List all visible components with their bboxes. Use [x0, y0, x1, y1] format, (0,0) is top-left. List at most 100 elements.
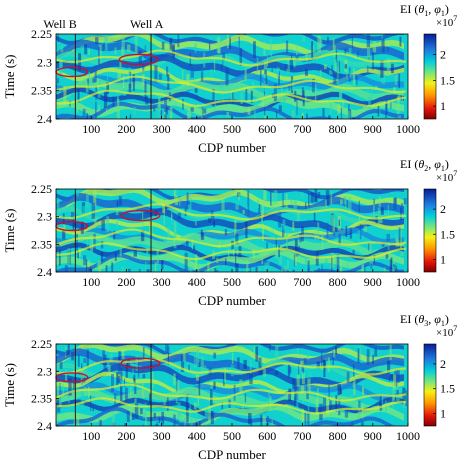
seismic-streak: [103, 91, 108, 108]
seismic-streak: [249, 369, 253, 385]
seismic-streak: [179, 413, 183, 423]
seismic-streak: [216, 257, 219, 263]
seismic-streak: [275, 244, 279, 259]
seismic-streak: [144, 81, 147, 100]
seismic-streak: [161, 260, 164, 270]
seismic-streak: [153, 105, 156, 112]
seismic-streak: [285, 193, 288, 209]
x-tick-label: 200: [117, 429, 135, 443]
seismic-streak: [262, 416, 266, 423]
colorbar-title-part: ): [445, 312, 449, 326]
seismic-streak: [186, 192, 189, 210]
seismic-band: [56, 348, 404, 376]
seismic-streak: [128, 268, 131, 272]
seismic-streak: [142, 381, 144, 399]
seismic-streak: [145, 96, 149, 105]
seismic-streak: [103, 354, 107, 366]
seismic-streak: [226, 111, 230, 117]
seismic-streak: [260, 414, 263, 426]
seismic-streak: [227, 248, 230, 262]
seismic-streak: [259, 69, 262, 87]
seismic-streak: [352, 382, 354, 387]
seismic-image: [56, 34, 408, 119]
seismic-streak: [304, 69, 308, 76]
seismic-band: [56, 397, 404, 418]
seismic-streak: [161, 411, 165, 425]
well-label: Well A: [130, 17, 164, 31]
seismic-streak: [348, 197, 352, 215]
seismic-streak: [162, 204, 166, 214]
seismic-streak: [333, 231, 336, 237]
reflector-highlight: [56, 397, 407, 415]
seismic-streak: [347, 111, 351, 119]
seismic-band: [56, 253, 404, 272]
seismic-streak: [88, 267, 92, 272]
seismic-streak: [114, 252, 117, 261]
seismic-streak: [325, 199, 327, 210]
seismic-streak: [238, 193, 240, 201]
seismic-streak: [283, 92, 286, 106]
seismic-streak: [121, 46, 124, 61]
seismic-streak: [175, 195, 179, 206]
reflector-highlight: [56, 242, 407, 261]
seismic-streak: [296, 98, 298, 116]
seismic-streak: [86, 349, 89, 368]
seismic-streak: [257, 267, 260, 272]
seismic-streak: [247, 106, 251, 115]
seismic-streak: [194, 88, 198, 93]
seismic-streak: [400, 251, 404, 256]
seismic-streak: [76, 233, 78, 251]
panel-1: Well B Well A 100 200 300 400 500 600 700 800 900 1…: [2, 2, 457, 155]
y-axis-label: Time (s): [2, 209, 17, 253]
colorbar-tick-label: 1.5: [440, 73, 455, 87]
reflector-highlight: [56, 49, 407, 67]
seismic-streak: [176, 380, 180, 392]
seismic-streak: [282, 192, 284, 208]
seismic-streak: [270, 189, 272, 206]
seismic-streak: [91, 202, 96, 219]
colorbar-title-part: ,: [428, 312, 434, 326]
seismic-streak: [194, 254, 198, 270]
seismic-streak: [359, 349, 361, 360]
x-tick-label: 600: [258, 429, 276, 443]
seismic-streak: [327, 357, 330, 373]
seismic-streak: [179, 198, 181, 207]
seismic-streak: [343, 196, 347, 205]
seismic-streak: [396, 96, 400, 115]
seismic-streak: [98, 44, 102, 60]
seismic-band: [56, 86, 404, 112]
seismic-streak: [342, 100, 345, 106]
seismic-streak: [115, 210, 119, 216]
seismic-streak: [329, 70, 333, 75]
seismic-streak: [142, 408, 146, 419]
seismic-streak: [313, 212, 316, 222]
seismic-streak: [182, 98, 184, 110]
colorbar-title-part: 3: [424, 319, 428, 328]
seismic-streak: [212, 215, 215, 224]
seismic-streak: [377, 105, 380, 117]
seismic-streak: [269, 344, 271, 352]
seismic-streak: [231, 352, 234, 364]
seismic-streak: [162, 394, 164, 400]
seismic-streak: [377, 71, 381, 77]
colorbar-title-part: EI (: [400, 312, 418, 326]
seismic-streak: [338, 233, 341, 246]
seismic-streak: [357, 348, 360, 364]
seismic-streak: [346, 371, 350, 383]
seismic-band: [56, 95, 404, 117]
seismic-band: [56, 406, 398, 426]
colorbar-title: EI (θ3, φ1): [400, 312, 449, 328]
seismic-streak: [351, 117, 355, 119]
seismic-streak: [190, 107, 194, 112]
colorbar-title-part: 1: [424, 9, 428, 18]
seismic-streak: [322, 108, 325, 118]
x-tick-label: 900: [364, 122, 382, 136]
x-axis-label: CDP number: [198, 447, 266, 462]
seismic-streak: [196, 349, 200, 367]
seismic-streak: [88, 259, 90, 269]
seismic-streak: [111, 411, 115, 426]
seismic-streak: [137, 360, 140, 378]
seismic-streak: [70, 212, 75, 219]
seismic-streak: [149, 393, 152, 404]
